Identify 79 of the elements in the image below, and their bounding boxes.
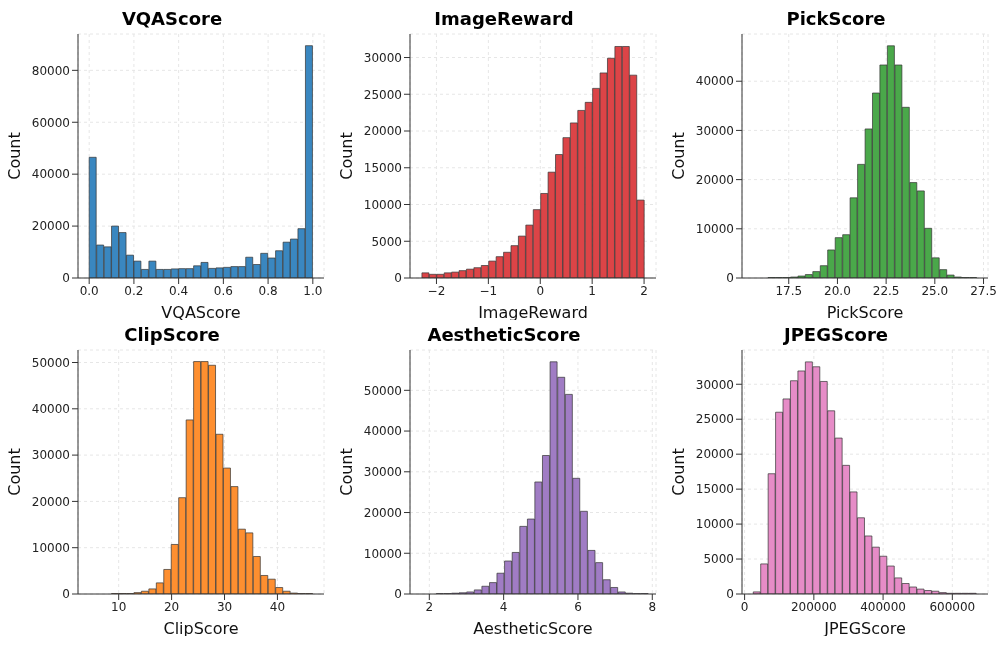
y-tick-label: 25000 [363,87,402,102]
x-tick-label: 0.6 [213,283,233,298]
x-tick-label: 0.2 [124,283,144,298]
y-axis-title: Count [668,132,688,180]
y-tick-label: 0 [62,271,70,286]
y-tick-label: 5000 [703,552,734,567]
chart-title: VQAScore [120,8,224,30]
x-axis-title: AestheticScore [473,619,593,638]
x-axis-title: VQAScore [161,303,241,322]
x-tick-label: 30 [216,599,233,614]
y-tick-label: 50000 [363,383,402,398]
chart-title: PickScore [785,8,887,30]
x-tick-label: 400000 [860,599,906,614]
y-tick-label: 40000 [31,167,70,182]
x-tick-label: 22.5 [872,283,900,298]
y-tick-label: 20000 [363,124,402,139]
y-tick-label: 10000 [363,546,402,561]
y-tick-label: 30000 [363,465,402,480]
y-tick-label: 0 [726,271,734,286]
y-axis-title: Count [336,132,356,180]
y-tick-label: 5000 [371,234,402,249]
y-tick-label: 0 [726,587,734,602]
y-tick-label: 30000 [695,123,734,138]
chart-title: JPEGScore [782,324,889,346]
x-tick-label: 200000 [790,599,837,614]
y-tick-label: 40000 [695,74,734,89]
chart-title: AestheticScore [426,324,582,346]
y-tick-label: 10000 [31,540,70,555]
x-tick-label: 0 [536,283,545,298]
chart-title: ImageReward [433,8,575,30]
y-tick-label: 30000 [695,377,734,392]
x-tick-label: 10 [111,599,127,614]
y-tick-label: 20000 [695,172,734,187]
y-tick-label: 30000 [363,50,402,65]
y-tick-label: 30000 [31,448,70,463]
x-tick-label: −1 [479,283,498,298]
x-tick-label: 2 [640,283,648,298]
y-tick-label: 10000 [695,517,734,532]
x-tick-label: 8 [648,599,657,614]
x-tick-label: 17.5 [775,283,803,298]
y-tick-label: 20000 [695,447,734,462]
x-tick-label: 6 [574,599,582,614]
y-tick-label: 20000 [363,505,402,520]
x-tick-label: 0.0 [79,283,99,298]
y-tick-label: 25000 [695,412,734,427]
y-tick-label: 10000 [363,197,402,212]
x-tick-label: 27.5 [970,283,997,298]
y-axis-title: Count [4,448,24,496]
x-tick-label: 1.0 [303,283,323,298]
x-tick-label: 600000 [929,599,976,614]
x-tick-label: 0.8 [258,283,278,298]
y-axis-title: Count [668,448,688,496]
x-tick-label: 20 [163,599,180,614]
x-tick-label: 2 [425,599,434,614]
y-tick-label: 15000 [363,161,402,176]
x-tick-label: 25.0 [921,283,949,298]
x-axis-title: PickScore [826,303,904,322]
y-tick-label: 50000 [31,355,70,370]
x-tick-label: 20.0 [824,283,851,298]
y-tick-label: 0 [62,587,70,602]
y-tick-label: 20000 [31,219,70,234]
y-tick-label: 40000 [363,424,402,439]
y-tick-label: 20000 [31,494,70,509]
x-tick-label: 0.4 [169,283,189,298]
x-tick-label: 4 [499,599,508,614]
y-tick-label: 0 [394,271,402,286]
y-tick-label: 15000 [695,482,734,497]
y-tick-label: 80000 [31,63,70,78]
y-tick-label: 10000 [695,222,734,237]
y-tick-label: 60000 [31,115,70,130]
chart-title: ClipScore [123,324,221,346]
x-tick-label: −2 [427,283,446,298]
x-tick-label: 1 [588,283,596,298]
x-tick-label: 40 [269,599,286,614]
y-axis-title: Count [336,448,356,496]
y-axis-title: Count [4,132,24,180]
x-tick-label: 0 [740,599,749,614]
y-tick-label: 0 [394,587,402,602]
y-tick-label: 40000 [31,402,70,417]
